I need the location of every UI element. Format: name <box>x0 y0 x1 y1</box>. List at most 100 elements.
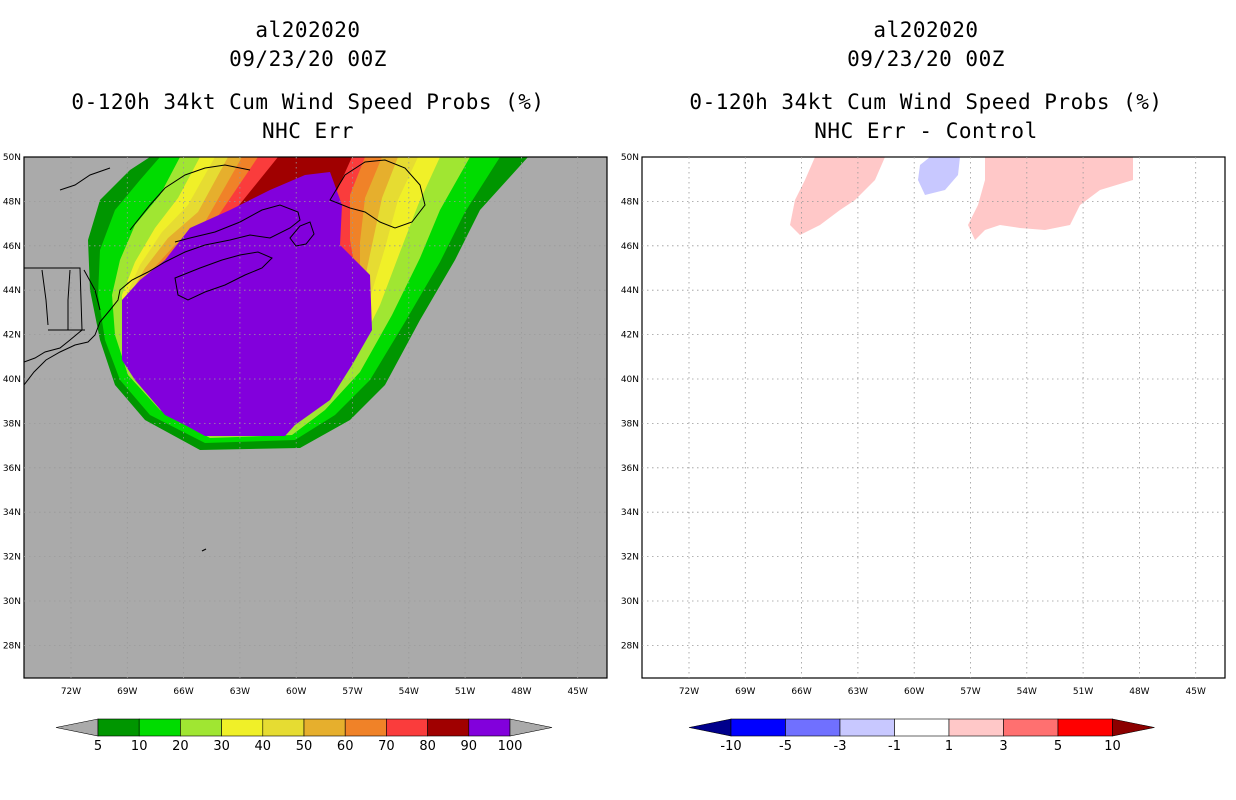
colorbar-label: 30 <box>213 739 230 754</box>
right-storm-id: al202020 <box>873 18 979 42</box>
lat-label: 32N <box>621 553 639 563</box>
lon-label: 48W <box>511 687 531 697</box>
axis-labels: 50N 48N 46N 44N 42N 40N 38N 36N 34N 32N 30N 28N 72W 6… <box>3 153 1206 697</box>
colorbar-label: 10 <box>1104 739 1121 754</box>
colorbar-low-arrow <box>55 718 99 737</box>
lat-label: 42N <box>621 331 639 341</box>
lon-label: 54W <box>1017 687 1037 697</box>
lat-label: 30N <box>3 597 21 607</box>
lon-label: 60W <box>286 687 306 697</box>
right-product-title: 0-120h 34kt Cum Wind Speed Probs (%) <box>689 90 1163 114</box>
right-datetime: 09/23/20 00Z <box>847 47 1005 71</box>
coastline <box>24 267 83 363</box>
grid-lines <box>24 157 1225 678</box>
lon-label: 69W <box>735 687 755 697</box>
colorbar-low-arrow <box>688 718 732 737</box>
colorbar-label: 1 <box>945 739 953 754</box>
coastline <box>24 204 301 386</box>
colorbar-segment <box>262 718 305 737</box>
coastline <box>59 167 111 191</box>
colorbar-high-arrow <box>1112 718 1155 737</box>
left-datetime: 09/23/20 00Z <box>229 47 387 71</box>
lat-label: 38N <box>3 419 21 429</box>
right-map-background <box>642 157 1225 678</box>
lon-label: 66W <box>791 687 811 697</box>
prob-band-90 <box>122 172 372 436</box>
colorbar-label: 3 <box>999 739 1007 754</box>
lon-label: 72W <box>679 687 699 697</box>
right-colorbar: -10 -5 -3 -1 1 3 5 10 <box>688 718 1155 754</box>
lon-label: 48W <box>1129 687 1149 697</box>
coastline <box>129 164 251 231</box>
lon-label: 63W <box>848 687 868 697</box>
lat-label: 28N <box>3 641 21 651</box>
colorbar-segment <box>894 718 950 737</box>
colorbar-label: 5 <box>94 739 102 754</box>
right-product-subtitle: NHC Err - Control <box>814 119 1038 143</box>
lon-label: 69W <box>117 687 137 697</box>
left-product-title: 0-120h 34kt Cum Wind Speed Probs (%) <box>71 90 545 114</box>
colorbar-label: -3 <box>834 739 847 754</box>
colorbar-segment <box>180 718 222 737</box>
lat-label: 32N <box>3 553 21 563</box>
lat-label: 48N <box>621 197 639 207</box>
coastline <box>174 251 273 301</box>
lat-label: 28N <box>621 641 639 651</box>
colorbar-segment <box>730 718 786 737</box>
colorbar-segment <box>1003 718 1059 737</box>
lat-label: 42N <box>3 331 21 341</box>
colorbar-label: -10 <box>720 739 741 754</box>
lat-label: 46N <box>621 242 639 252</box>
diff-positive-area-east <box>968 157 1133 240</box>
lon-label: 66W <box>173 687 193 697</box>
lat-label: 36N <box>3 464 21 474</box>
colorbar-segment <box>785 718 841 737</box>
diff-negative-area <box>918 157 960 195</box>
lon-label: 72W <box>61 687 81 697</box>
lon-label: 57W <box>960 687 980 697</box>
lat-label: 50N <box>3 153 21 163</box>
colorbar-label: 5 <box>1054 739 1062 754</box>
colorbar-label: 70 <box>378 739 395 754</box>
lat-label: 46N <box>3 242 21 252</box>
colorbar-label: 90 <box>461 739 478 754</box>
colorbar-label: 20 <box>172 739 189 754</box>
lat-label: 48N <box>3 197 21 207</box>
colorbar-segment <box>303 718 346 737</box>
coastline <box>83 269 101 311</box>
lat-label: 30N <box>621 597 639 607</box>
right-difference-shading <box>790 157 1133 240</box>
colorbar-segment <box>221 718 264 737</box>
colorbar-segment <box>97 718 140 737</box>
colorbar-label: 60 <box>337 739 354 754</box>
colorbar-segment <box>839 718 895 737</box>
lon-label: 45W <box>1186 687 1206 697</box>
colorbar-label: 40 <box>255 739 272 754</box>
lon-label: 57W <box>342 687 362 697</box>
colorbar-label: -5 <box>779 739 792 754</box>
colorbar-segment <box>427 718 470 737</box>
lat-label: 44N <box>3 286 21 296</box>
left-product-subtitle: NHC Err <box>261 119 354 143</box>
lat-label: 34N <box>621 508 639 518</box>
right-panel-title: al202020 09/23/20 00Z 0-120h 34kt Cum Wi… <box>646 16 1206 146</box>
lon-label: 63W <box>230 687 250 697</box>
colorbar-segment <box>948 718 1004 737</box>
lat-label: 36N <box>621 464 639 474</box>
left-panel-title: al202020 09/23/20 00Z 0-120h 34kt Cum Wi… <box>28 16 588 146</box>
bermuda-island <box>201 548 207 552</box>
right-map-frame <box>641 156 1226 679</box>
colorbar-label: 50 <box>296 739 313 754</box>
left-map-frame <box>23 156 608 679</box>
coastlines <box>24 159 426 552</box>
colorbar-label: 80 <box>419 739 436 754</box>
colorbar-label: 10 <box>131 739 148 754</box>
colorbar-segment <box>468 718 511 737</box>
left-colorbar: 5 10 20 30 40 50 60 70 80 90 100 <box>55 718 553 754</box>
lon-label: 51W <box>455 687 475 697</box>
lat-label: 44N <box>621 286 639 296</box>
lat-label: 50N <box>621 153 639 163</box>
lon-label: 60W <box>904 687 924 697</box>
coastline <box>289 221 315 247</box>
